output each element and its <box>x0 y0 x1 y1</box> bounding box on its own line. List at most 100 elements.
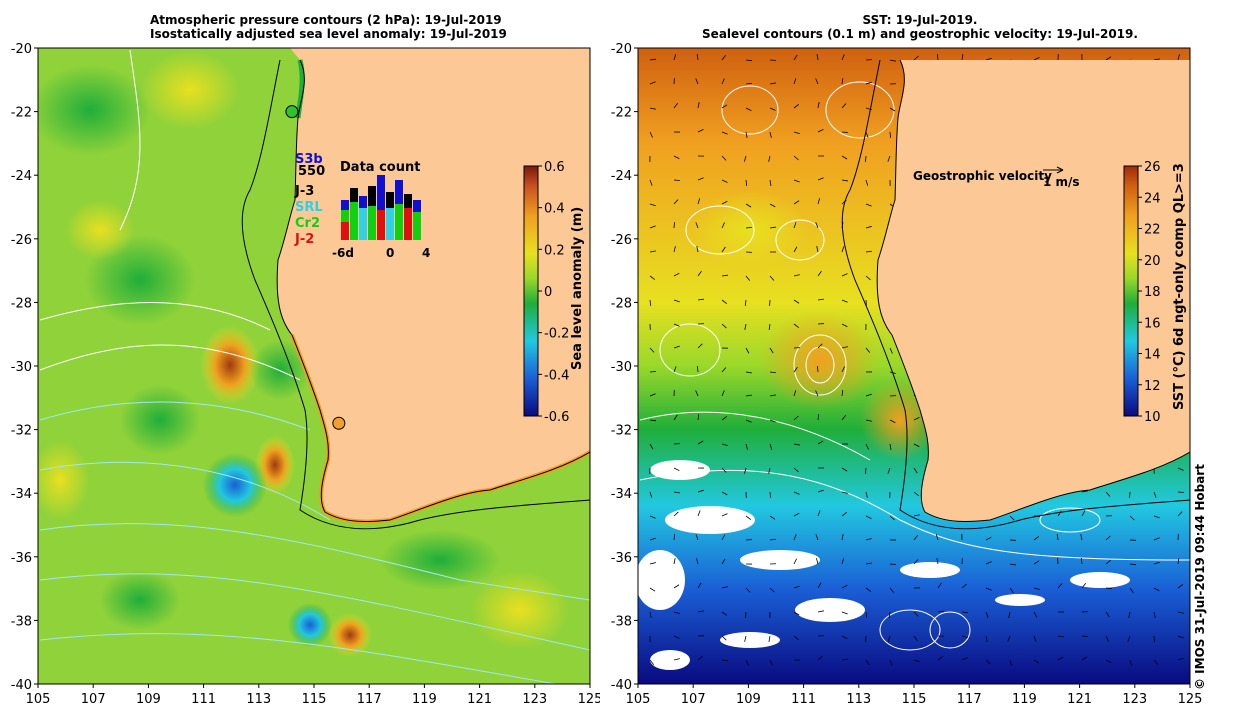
velocity-arrow <box>769 515 776 520</box>
velocity-arrow <box>745 371 752 374</box>
station-north-marker <box>285 105 299 119</box>
velocity-arrow <box>673 366 677 373</box>
velocity-arrow <box>793 611 800 616</box>
velocity-arrow <box>721 78 725 85</box>
sst-x-tick-label: 111 <box>791 692 816 707</box>
velocity-arrow <box>889 131 891 139</box>
velocity-arrow <box>673 345 680 349</box>
velocity-arrow <box>817 510 821 517</box>
velocity-arrow <box>865 467 867 475</box>
velocity-arrow <box>841 658 848 661</box>
velocity-arrow <box>817 440 824 445</box>
sla-y-tick-label: -20 <box>11 42 32 57</box>
sst-y-tick-label: -28 <box>611 296 632 311</box>
velocity-arrow <box>1081 656 1088 661</box>
velocity-arrow <box>961 657 968 661</box>
velocity-arrow <box>721 534 726 541</box>
velocity-arrow <box>673 323 680 327</box>
velocity-arrow <box>985 536 992 541</box>
velocity-arrow <box>745 131 748 138</box>
velocity-arrow <box>1033 635 1037 642</box>
velocity-arrow <box>769 419 776 423</box>
velocity-arrow <box>649 419 656 422</box>
sla-y-tick-label: -30 <box>11 360 32 375</box>
sla-y-tick-label: -22 <box>11 106 32 121</box>
sla-colorbar-label: Sea level anomaly (m) <box>570 207 585 370</box>
sst-y-tick-label: -30 <box>611 360 632 375</box>
velocity-arrow <box>649 179 653 186</box>
count-x-label-neg: -6d <box>332 246 354 260</box>
right-title-line1: SST: 19-Jul-2019. <box>862 13 978 27</box>
velocity-arrow <box>841 78 844 85</box>
velocity-arrow <box>985 611 989 618</box>
velocity-arrow <box>768 323 771 330</box>
velocity-arrow <box>697 489 704 493</box>
velocity-arrow <box>793 78 797 85</box>
velocity-arrow <box>697 270 702 277</box>
velocity-arrow <box>697 198 701 205</box>
mission-label: J-3 <box>294 184 314 199</box>
velocity-arrow <box>865 155 867 163</box>
velocity-arrow <box>1105 635 1109 642</box>
velocity-arrow <box>841 366 845 373</box>
velocity-arrow <box>721 179 728 183</box>
velocity-arrow <box>841 323 848 328</box>
velocity-arrow <box>721 586 728 589</box>
velocity-arrow <box>889 107 896 112</box>
velocity-arrow <box>745 179 748 187</box>
velocity-arrow <box>961 583 967 589</box>
sla-y-axis: -20 -22 -24 -26 -28 -30 -32 -34 -36 -38 -40 <box>11 42 38 693</box>
velocity-arrow <box>816 365 819 373</box>
pressure-contours <box>39 49 590 684</box>
velocity-arrow <box>697 177 704 181</box>
velocity-arrow <box>865 393 872 397</box>
sla-x-tick-label: 119 <box>412 692 437 707</box>
velocity-arrow <box>817 582 822 589</box>
velocity-arrow <box>793 585 800 589</box>
sst-y-tick-label: -38 <box>611 614 632 629</box>
velocity-arrow <box>743 155 747 162</box>
velocity-arrow <box>937 582 942 589</box>
velocity-arrow <box>889 59 896 62</box>
velocity-arrow <box>793 274 800 277</box>
velocity-arrow <box>817 177 824 181</box>
sst-x-tick-label: 113 <box>846 692 871 707</box>
velocity-arrow <box>1153 587 1160 592</box>
velocity-arrow <box>649 299 652 307</box>
velocity-arrow <box>865 659 870 666</box>
sealevel-contours <box>639 81 1190 651</box>
velocity-arrow <box>816 54 819 61</box>
velocity-arrow <box>745 443 748 450</box>
sst-cbar-tick-label: 10 <box>1144 410 1161 425</box>
velocity-arrow <box>1081 635 1089 637</box>
sst-y-axis: -20 -22 -24 -26 -28 -30 -32 -34 -36 -38 -40 <box>611 42 638 693</box>
velocity-arrow <box>1129 659 1133 666</box>
sla-y-tick-label: -38 <box>11 614 32 629</box>
velocity-arrow <box>1153 491 1157 498</box>
velocity-arrow <box>1033 57 1040 61</box>
velocity-arrow <box>841 584 848 589</box>
velocity-arrow <box>937 610 944 613</box>
velocity-arrow <box>793 415 799 421</box>
velocity-arrow <box>769 371 777 374</box>
velocity-arrow <box>768 467 771 474</box>
velocity-arrow <box>649 275 656 280</box>
sla-markers <box>285 105 346 430</box>
velocity-arrow <box>721 443 728 447</box>
velocity-arrow <box>865 587 872 592</box>
velocity-arrow <box>649 491 653 498</box>
sla-y-tick-label: -36 <box>11 551 32 566</box>
velocity-arrow <box>793 299 800 304</box>
velocity-arrow <box>913 611 919 617</box>
velocity-arrow <box>841 635 848 640</box>
velocity-arrow <box>793 558 798 565</box>
velocity-arrow <box>673 635 680 639</box>
velocity-arrow <box>1009 563 1016 566</box>
velocity-arrow <box>817 102 820 109</box>
velocity-arrow <box>865 443 869 450</box>
velocity-arrow <box>649 58 656 61</box>
velocity-arrow <box>1080 557 1083 565</box>
velocity-arrow <box>745 515 752 520</box>
velocity-arrow <box>841 389 844 397</box>
